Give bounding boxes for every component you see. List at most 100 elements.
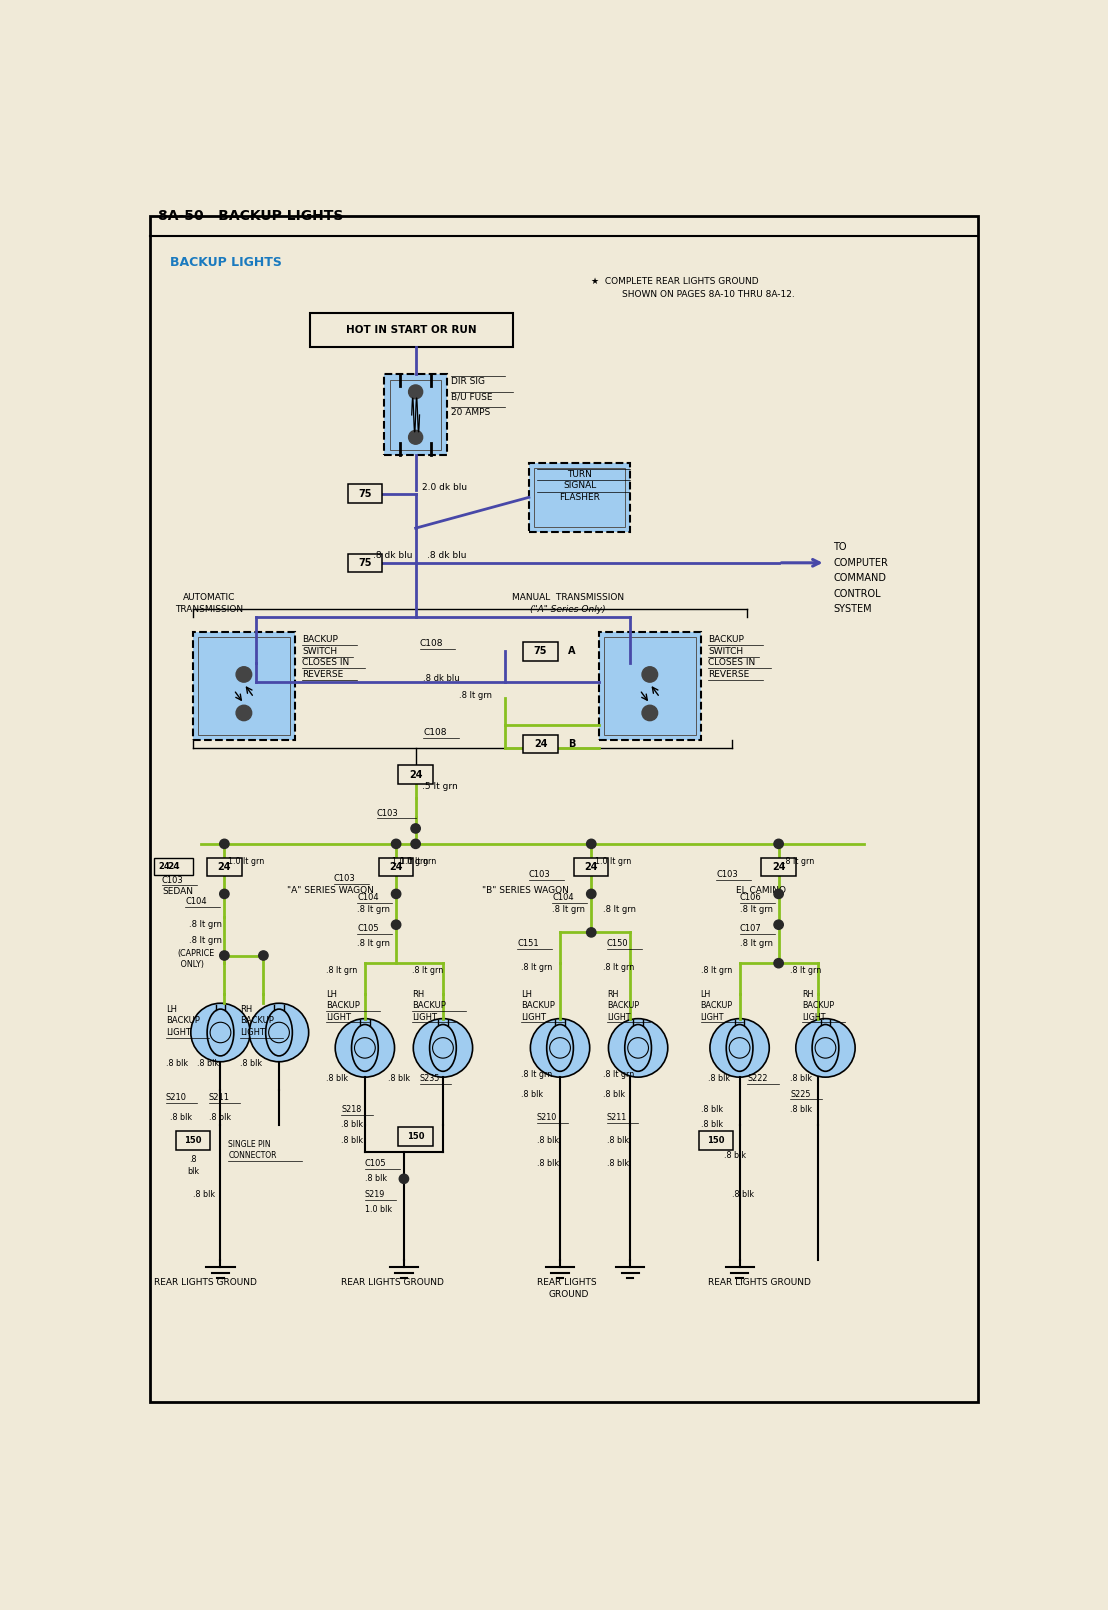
Circle shape — [236, 667, 252, 683]
Text: BACKUP: BACKUP — [326, 1001, 360, 1009]
Circle shape — [219, 889, 229, 898]
Text: C108: C108 — [420, 639, 443, 649]
Text: "A" SERIES WAGON: "A" SERIES WAGON — [287, 886, 373, 895]
Text: .8 lt grn: .8 lt grn — [790, 966, 821, 976]
Text: .8 lt grn: .8 lt grn — [189, 921, 223, 929]
Ellipse shape — [207, 1009, 234, 1056]
Text: 24: 24 — [217, 861, 232, 873]
Circle shape — [249, 1003, 309, 1061]
Circle shape — [773, 889, 783, 898]
Text: GROUND: GROUND — [548, 1290, 588, 1299]
Text: 2.0 dk blu: 2.0 dk blu — [422, 483, 466, 491]
Circle shape — [773, 919, 783, 929]
Text: .8 blk: .8 blk — [731, 1190, 753, 1199]
Text: 24: 24 — [409, 770, 422, 779]
Text: .8 lt grn: .8 lt grn — [603, 1071, 634, 1079]
Text: C108: C108 — [423, 728, 447, 737]
Text: .8: .8 — [189, 1154, 197, 1164]
Text: 24: 24 — [389, 861, 403, 873]
Text: 150: 150 — [407, 1132, 424, 1141]
Text: .8 blk: .8 blk — [603, 1090, 625, 1098]
Text: S219: S219 — [365, 1190, 386, 1199]
Text: AUTOMATIC: AUTOMATIC — [183, 592, 235, 602]
Text: FLASHER: FLASHER — [560, 493, 601, 502]
Text: LIGHT: LIGHT — [521, 1013, 546, 1022]
Circle shape — [531, 1019, 589, 1077]
Text: blk: blk — [187, 1167, 199, 1175]
Text: C103: C103 — [162, 876, 184, 884]
Text: TURN: TURN — [567, 470, 592, 478]
Text: SWITCH: SWITCH — [302, 647, 338, 655]
Text: S225: S225 — [790, 1090, 811, 1098]
Ellipse shape — [430, 1024, 456, 1071]
Text: COMPUTER: COMPUTER — [833, 557, 889, 568]
Text: ★  COMPLETE REAR LIGHTS GROUND: ★ COMPLETE REAR LIGHTS GROUND — [592, 277, 759, 287]
Text: COMMAND: COMMAND — [833, 573, 886, 583]
Circle shape — [773, 839, 783, 848]
Text: S222: S222 — [748, 1074, 768, 1084]
Text: LIGHT: LIGHT — [240, 1029, 265, 1037]
Text: .8 lt grn: .8 lt grn — [521, 1071, 552, 1079]
Text: .8 blk: .8 blk — [365, 1174, 387, 1183]
Text: .8 blk: .8 blk — [700, 1104, 722, 1114]
Text: CLOSES IN: CLOSES IN — [302, 658, 350, 668]
Text: BACKUP: BACKUP — [521, 1001, 555, 1009]
Text: C104: C104 — [552, 894, 574, 902]
Ellipse shape — [625, 1024, 652, 1071]
Text: .8 lt grn: .8 lt grn — [189, 935, 223, 945]
Bar — [604, 636, 696, 736]
Text: .8 lt grn: .8 lt grn — [700, 966, 731, 976]
Text: SEDAN: SEDAN — [162, 887, 193, 897]
Text: BACKUP LIGHTS: BACKUP LIGHTS — [170, 256, 281, 269]
Bar — [761, 858, 796, 876]
Text: .8 blk: .8 blk — [607, 1159, 629, 1167]
Circle shape — [796, 1019, 855, 1077]
Text: 150: 150 — [184, 1135, 202, 1145]
Text: REVERSE: REVERSE — [708, 670, 750, 679]
Circle shape — [411, 839, 420, 848]
Text: SWITCH: SWITCH — [708, 647, 743, 655]
Bar — [384, 374, 447, 456]
Text: RH: RH — [607, 990, 618, 998]
Text: CLOSES IN: CLOSES IN — [708, 658, 756, 668]
Text: .8 blk: .8 blk — [341, 1135, 363, 1145]
Ellipse shape — [351, 1024, 378, 1071]
Text: HOT IN START OR RUN: HOT IN START OR RUN — [347, 325, 478, 335]
Bar — [154, 858, 193, 874]
Text: C107: C107 — [740, 924, 761, 934]
Bar — [310, 312, 513, 348]
Text: EL CAMINO: EL CAMINO — [736, 886, 786, 895]
Text: REAR LIGHTS GROUND: REAR LIGHTS GROUND — [154, 1278, 257, 1288]
Ellipse shape — [726, 1024, 753, 1071]
Text: .8 lt grn: .8 lt grn — [603, 963, 634, 971]
Text: TO: TO — [833, 543, 847, 552]
Text: .8 lt grn: .8 lt grn — [552, 905, 585, 914]
Circle shape — [219, 839, 229, 848]
Text: 1.0 blk: 1.0 blk — [365, 1206, 392, 1214]
Text: C151: C151 — [517, 940, 538, 948]
Text: REVERSE: REVERSE — [302, 670, 343, 679]
Circle shape — [586, 889, 596, 898]
Bar — [523, 642, 557, 660]
Text: S211: S211 — [607, 1113, 627, 1122]
Text: A: A — [568, 646, 575, 657]
Text: .8 blk: .8 blk — [197, 1059, 219, 1067]
Circle shape — [391, 919, 401, 929]
Text: 1.0 lt grn: 1.0 lt grn — [228, 857, 265, 866]
Text: C104: C104 — [185, 897, 207, 906]
Text: .8 blk: .8 blk — [790, 1074, 812, 1084]
Text: SYSTEM: SYSTEM — [833, 604, 872, 613]
Text: 75: 75 — [358, 557, 371, 568]
Text: .8 dk blu: .8 dk blu — [423, 675, 460, 683]
Text: CONNECTOR: CONNECTOR — [228, 1151, 277, 1161]
Text: .8 blk: .8 blk — [240, 1059, 263, 1067]
Ellipse shape — [812, 1024, 839, 1071]
Text: C103: C103 — [529, 869, 551, 879]
Bar — [399, 1127, 433, 1146]
Text: C103: C103 — [716, 869, 738, 879]
Bar — [379, 858, 413, 876]
Text: 75: 75 — [358, 488, 371, 499]
Circle shape — [409, 430, 422, 444]
Text: S210: S210 — [536, 1113, 557, 1122]
Text: LH: LH — [700, 990, 711, 998]
